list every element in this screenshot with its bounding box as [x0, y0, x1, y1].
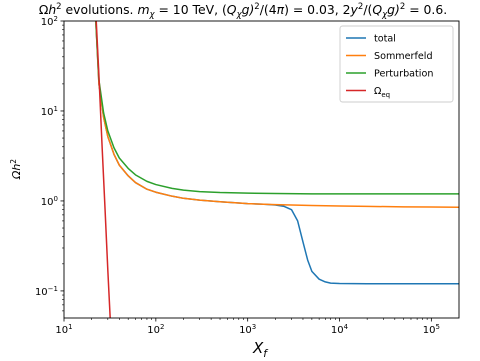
legend-label: Ωeq — [374, 86, 390, 99]
y-axis-label-sup: 2 — [9, 159, 18, 164]
title-part: Q — [227, 2, 237, 17]
title-part: ) = 0.03, 2 — [284, 2, 350, 17]
y-tick-label: 10−1 — [35, 285, 58, 298]
title-part: 2 — [358, 2, 363, 12]
x-tick-label: 103 — [239, 323, 256, 336]
plot-area: 101 102 103 104 105 10−1 100 101 102 — [35, 15, 460, 336]
title-part: m — [137, 2, 149, 17]
x-axis-label-sub: f — [263, 348, 269, 360]
title-part: h — [48, 2, 56, 17]
title-part: g) — [242, 2, 255, 17]
legend: total Sommerfeld Perturbation Ωeq — [339, 25, 454, 103]
plot-frame — [63, 20, 460, 319]
y-axis-label-main: Ωh — [10, 164, 23, 180]
title-part: 2 — [254, 2, 259, 12]
legend-label: total — [374, 34, 396, 45]
y-axis-label: Ωh2 — [9, 159, 23, 180]
series-line — [95, 21, 459, 195]
series-line — [95, 21, 459, 209]
title-part: g) — [387, 2, 400, 17]
y-tick-label: 102 — [41, 15, 58, 28]
x-axis-label-main: X — [252, 339, 264, 357]
x-tick-label: 105 — [423, 323, 440, 336]
legend-label: Perturbation — [374, 69, 433, 80]
title-part: 2 — [56, 2, 61, 12]
title-part: 2 — [400, 2, 405, 12]
ticks-group: 101 102 103 104 105 10−1 100 101 102 — [35, 15, 440, 336]
title-part: Ω — [39, 2, 48, 17]
title-part: π — [277, 2, 285, 17]
title-part: evolutions. — [62, 2, 138, 17]
chart-title: Ωh2 evolutions. mχ = 10 TeV, (Qχg)2/(4π)… — [39, 2, 447, 20]
legend-box — [339, 25, 454, 103]
title-part: Q — [372, 2, 382, 17]
series-group — [95, 21, 459, 318]
title-part: = 0.6. — [405, 2, 447, 17]
series-line — [95, 21, 111, 318]
y-tick-label: 101 — [41, 105, 58, 118]
title-part: = 10 TeV, ( — [155, 2, 227, 17]
x-tick-label: 102 — [147, 323, 164, 336]
legend-label: Sommerfeld — [374, 51, 433, 62]
x-axis-label: Xf — [252, 339, 269, 360]
y-tick-label: 100 — [41, 195, 58, 208]
title-part: χ — [236, 10, 243, 20]
x-tick-label: 104 — [331, 323, 349, 336]
title-part: /( — [363, 2, 372, 17]
title-part: /(4 — [260, 2, 277, 17]
x-tick-label: 101 — [55, 323, 72, 336]
title-part: χ — [149, 10, 156, 20]
title-part: χ — [381, 10, 388, 20]
title-part: y — [350, 2, 359, 17]
